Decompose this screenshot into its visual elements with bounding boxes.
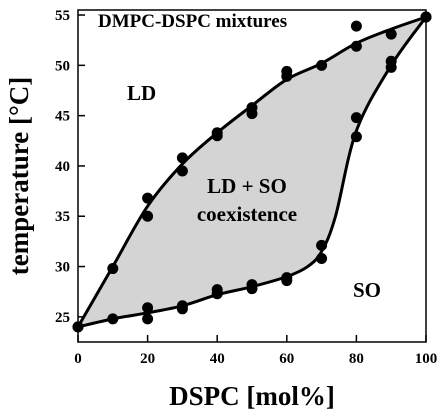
region-label-ld: LD [127,81,156,105]
y-tick-label: 45 [55,109,70,125]
data-point [316,253,328,264]
data-point [142,313,154,325]
x-tick-label: 60 [279,351,294,367]
data-point [176,303,188,315]
data-point [385,28,397,40]
chart-title: DMPC-DSPC mixtures [98,11,287,32]
data-point [350,131,362,143]
region-label-coexistence-line2: coexistence [197,202,297,226]
coexistence-region [78,17,426,327]
x-axis-ticks: 0 20 40 60 80 100 [74,335,437,367]
data-point [142,192,154,204]
data-point [350,20,362,32]
data-point [246,283,258,295]
data-point [211,130,223,142]
region-label-coexistence-line1: LD + SO [207,174,287,198]
data-point [246,108,258,120]
data-point [176,152,188,164]
data-point [211,288,223,300]
data-point [281,275,293,287]
data-points [72,11,432,333]
region-label-so: SO [353,278,381,302]
y-tick-label: 35 [55,209,70,225]
data-point [281,70,293,82]
data-point [142,210,154,222]
x-tick-label: 100 [415,351,438,367]
data-point [385,61,397,73]
x-tick-label: 20 [140,351,155,367]
y-tick-label: 55 [55,8,70,24]
plot-area [72,11,432,333]
data-point [142,302,154,314]
data-point [350,40,362,52]
y-tick-label: 30 [55,260,70,276]
data-point [107,313,119,325]
data-point [350,112,362,124]
y-axis-label: temperature [°C] [4,77,34,275]
data-point [316,59,328,71]
x-tick-label: 40 [210,351,225,367]
plot-frame [77,9,427,343]
x-axis-label: DSPC [mol%] [169,381,335,411]
y-tick-label: 50 [55,58,70,74]
y-tick-label: 40 [55,159,70,175]
y-axis-ticks: 25 30 35 40 45 50 55 [55,8,85,326]
data-point [176,165,188,177]
y-tick-label: 25 [55,310,70,326]
data-point [107,263,119,275]
x-tick-label: 0 [74,351,82,367]
data-point [316,239,328,251]
x-tick-label: 80 [349,351,364,367]
